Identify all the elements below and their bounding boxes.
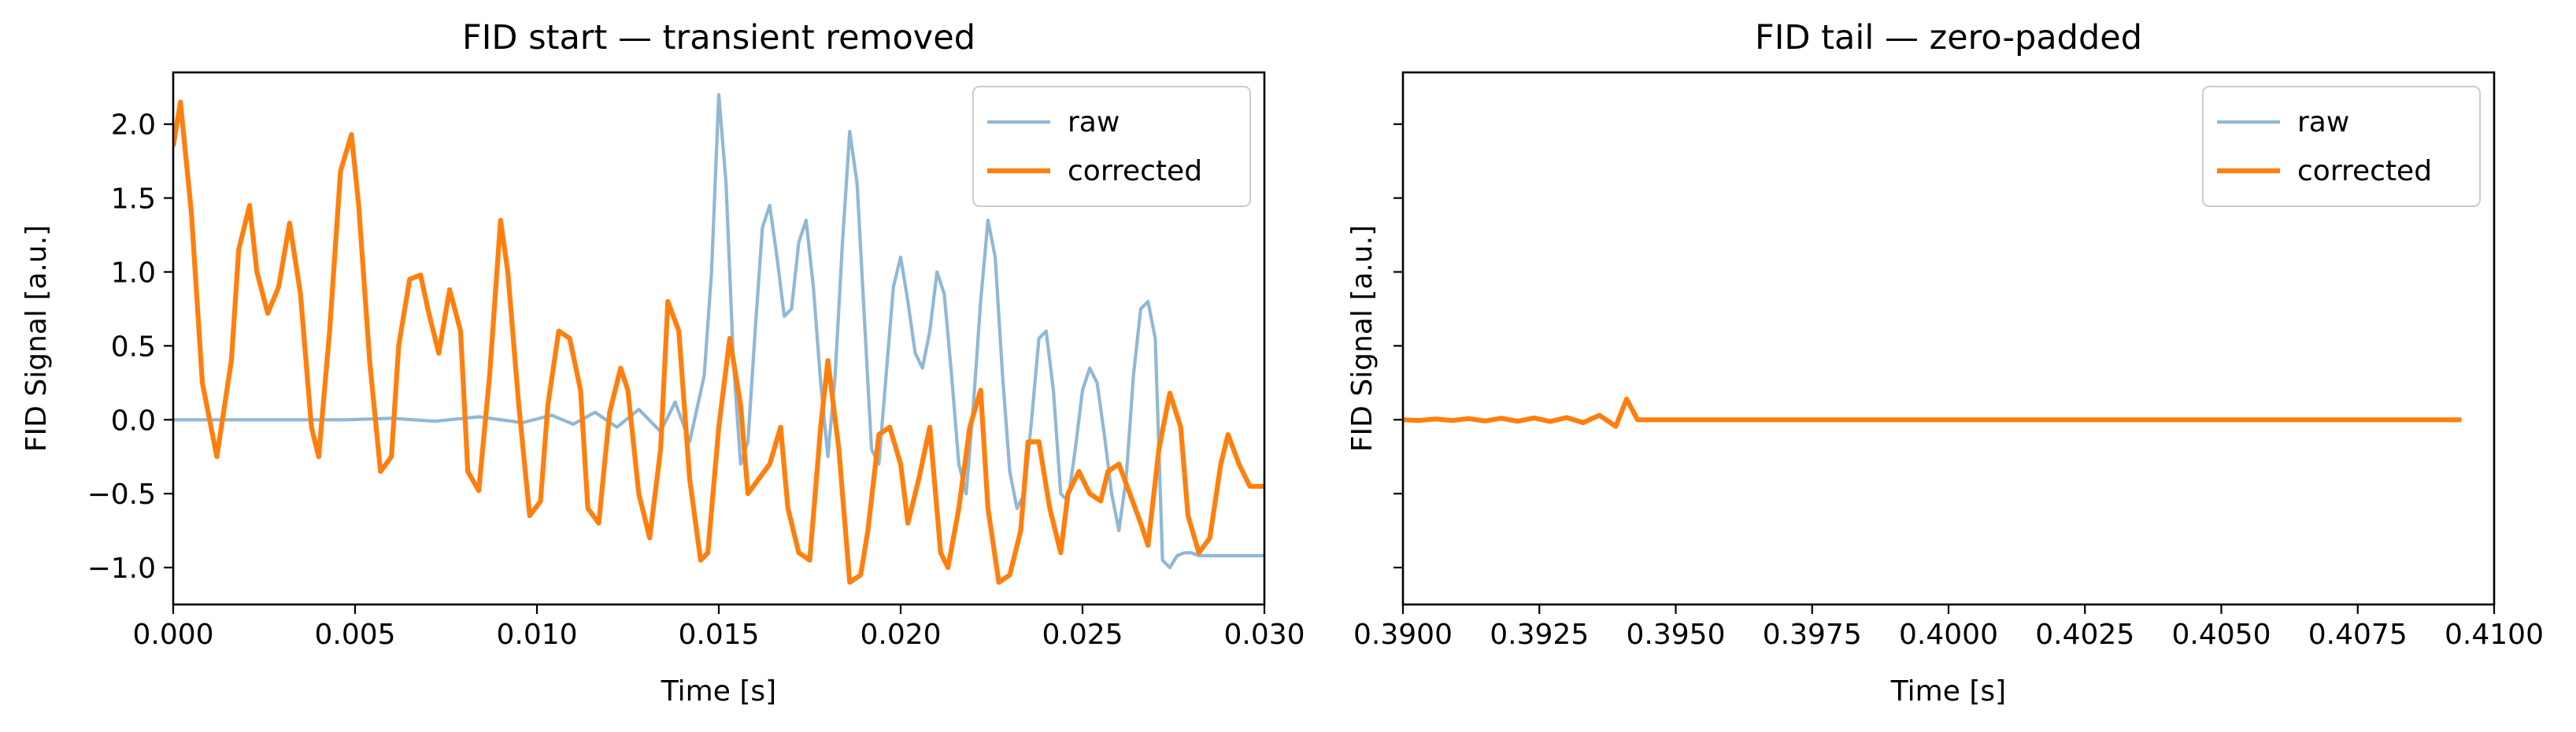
legend-box — [2202, 86, 2481, 207]
y-tick-label: 0.5 — [111, 331, 156, 363]
x-axis-label: Time [s] — [661, 675, 776, 708]
series-line-corrected — [1403, 396, 2462, 429]
x-tick-label: 0.015 — [678, 619, 759, 651]
x-tick-label: 0.4000 — [1899, 619, 1998, 651]
x-tick-label: 0.4025 — [2035, 619, 2134, 651]
y-tick-label: −0.5 — [87, 479, 156, 511]
x-tick-label: 0.025 — [1042, 619, 1123, 651]
x-tick-label: 0.4075 — [2308, 619, 2408, 651]
x-tick-label: 0.020 — [860, 619, 941, 651]
chart-title: FID tail — zero-padded — [1755, 18, 2142, 57]
legend: raw corrected — [972, 86, 1251, 207]
x-tick-label: 0.030 — [1223, 619, 1305, 651]
x-tick-label: 0.3925 — [1490, 619, 1589, 651]
y-tick-label: 0.0 — [111, 405, 156, 437]
y-tick-label: −1.0 — [87, 553, 156, 585]
chart-title: FID start — transient removed — [462, 18, 975, 57]
x-tick-label: 0.005 — [314, 619, 395, 651]
x-axis-label: Time [s] — [1890, 675, 2006, 708]
y-axis-label: FID Signal [a.u.] — [1346, 225, 1379, 452]
legend-label-corrected: corrected — [2297, 155, 2432, 187]
series-line-raw — [1403, 397, 2462, 428]
legend-label-raw: raw — [1068, 106, 1120, 139]
x-tick-label: 0.3950 — [1627, 619, 1726, 651]
x-tick-label: 0.3900 — [1353, 619, 1453, 651]
legend-label-corrected: corrected — [1068, 155, 1202, 187]
x-tick-label: 0.4050 — [2172, 619, 2271, 651]
y-axis-label: FID Signal [a.u.] — [20, 225, 53, 452]
legend-label-raw: raw — [2297, 106, 2349, 139]
x-tick-label: 0.4100 — [2445, 619, 2544, 651]
y-tick-label: 1.0 — [111, 257, 156, 290]
chart-panel-1: 0.000 0.005 0.010 0.015 0.020 0.025 0.030 −1.0 −… — [20, 18, 1305, 708]
legend: raw corrected — [2202, 86, 2481, 207]
legend-box — [972, 86, 1251, 207]
y-tick-label: 2.0 — [111, 109, 156, 142]
x-tick-label: 0.010 — [496, 619, 577, 651]
y-tick-label: 1.5 — [111, 183, 156, 216]
chart-panel-2: 0.3900 0.3925 0.3950 0.3975 0.4000 0.4025 0.40… — [1346, 18, 2544, 708]
x-tick-label: 0.3975 — [1763, 619, 1862, 651]
series-line-corrected — [173, 99, 1264, 585]
x-tick-label: 0.000 — [132, 619, 213, 651]
